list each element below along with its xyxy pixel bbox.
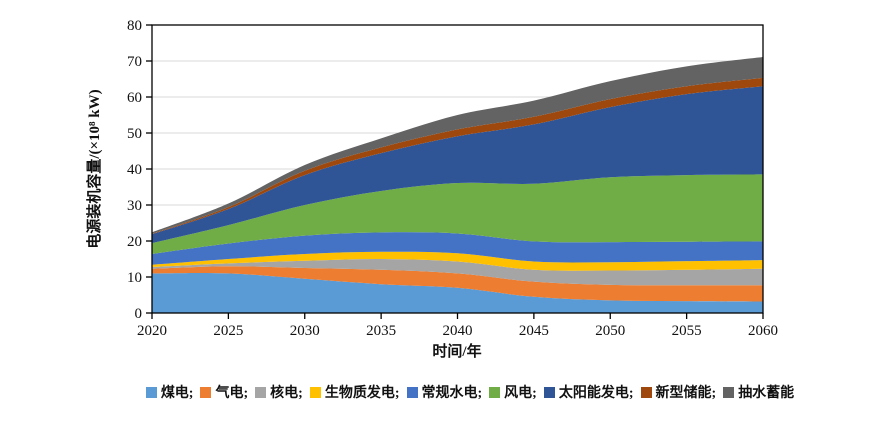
x-tick-label-2035: 2035 (366, 323, 396, 339)
area-coal (152, 273, 763, 313)
legend-item-biomass: 生物质发电; (309, 382, 400, 402)
legend-label-solar: 太阳能发电; (558, 386, 634, 401)
legend-swatch-solar (543, 386, 555, 398)
x-axis-title: 时间/年 (432, 342, 481, 360)
y-tick-label-80: 80 (127, 18, 142, 34)
y-tick-label-70: 70 (127, 54, 142, 70)
legend-swatch-coal (145, 386, 157, 398)
y-tick-label-60: 60 (127, 90, 142, 106)
legend-swatch-gas (200, 386, 212, 398)
legend-item-coal: 煤电; (145, 382, 194, 402)
legend-item-wind: 风电; (489, 382, 537, 402)
area-nuclear (152, 258, 763, 286)
x-tick-label-2050: 2050 (595, 323, 625, 339)
chart-legend: 煤电; 气电; 核电; 生物质发电; 常规水电; 风电; 太阳能发电; 新型储能; 抽水蓄能 (34, 377, 879, 407)
stacked-areas (152, 57, 763, 313)
legend-item-hydro: 常规水电; (406, 382, 483, 402)
legend-label-gas: 气电; (215, 386, 249, 401)
legend-item-pumped_storage: 抽水蓄能 (723, 382, 794, 402)
area-biomass (152, 251, 763, 271)
y-tick-label-50: 50 (127, 126, 142, 142)
y-tick-label-0: 0 (135, 306, 143, 322)
x-tick-label-2060: 2060 (748, 323, 778, 339)
y-axis-title: 电源装机容量/(×10⁸ kW) (85, 89, 103, 248)
legend-label-nuclear: 核电; (270, 386, 303, 401)
area-pumped_storage (152, 57, 763, 234)
y-tick-label-10: 10 (127, 270, 142, 286)
legend-label-biomass: 生物质发电; (324, 386, 400, 401)
axis-ticks (146, 24, 764, 319)
area-gas (152, 266, 763, 302)
legend-swatch-pumped_storage (723, 386, 735, 398)
legend-label-hydro: 常规水电; (421, 386, 483, 401)
legend-label-coal: 煤电; (160, 386, 194, 401)
legend-swatch-new_storage (640, 386, 652, 398)
legend-item-gas: 气电; (200, 382, 248, 402)
legend-item-solar: 太阳能发电; (543, 382, 634, 402)
x-tick-label-2030: 2030 (290, 323, 320, 339)
y-tick-label-20: 20 (127, 234, 142, 250)
legend-label-pumped_storage: 抽水蓄能 (738, 386, 795, 401)
legend-swatch-hydro (406, 386, 418, 398)
area-solar (152, 86, 763, 244)
x-tick-label-2040: 2040 (443, 323, 473, 339)
area-hydro (152, 232, 763, 265)
x-tick-label-2055: 2055 (672, 323, 702, 339)
legend-label-new_storage: 新型储能; (655, 386, 717, 401)
x-tick-label-2020: 2020 (137, 323, 167, 339)
y-tick-label-30: 30 (127, 198, 142, 214)
legend-swatch-wind (489, 386, 501, 398)
area-wind (152, 174, 763, 254)
legend-swatch-biomass (309, 386, 321, 398)
x-tick-label-2045: 2045 (519, 323, 549, 339)
legend-item-nuclear: 核电; (255, 382, 303, 402)
legend-item-new_storage: 新型储能; (640, 382, 717, 402)
legend-label-wind: 风电; (504, 386, 537, 401)
x-tick-label-2025: 2025 (213, 323, 243, 339)
y-tick-label-40: 40 (127, 162, 142, 178)
legend-swatch-nuclear (255, 386, 267, 398)
